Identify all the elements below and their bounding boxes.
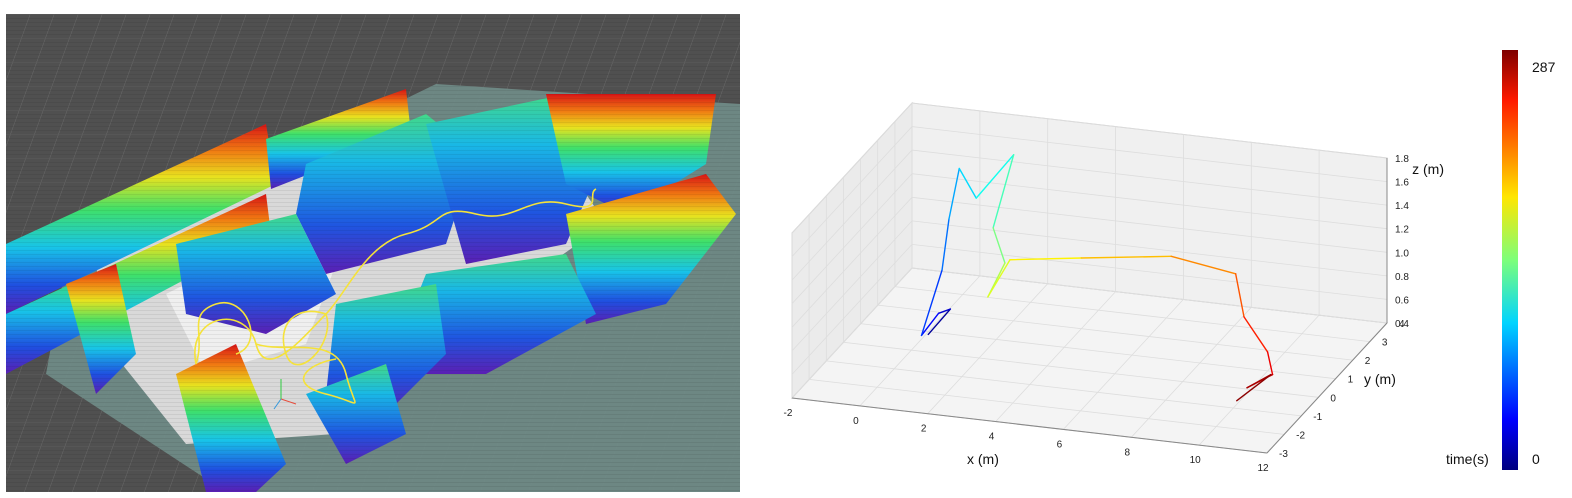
voxel-map-drawing [6,14,740,492]
z-gridline [791,126,1388,257]
y-tick-label: -1 [1313,412,1322,423]
plot-panes [790,101,1389,454]
trajectory-segment [920,269,943,337]
trajectory-series [920,154,1274,402]
z-gridline [791,149,1388,281]
trajectory-segment [927,308,952,336]
y-tick-label: 3 [1382,338,1388,349]
x-tick-label: 2 [921,424,927,435]
z-gridline [791,220,1388,352]
colorbar-title: time(s) [1446,451,1489,467]
colorbar: 287 0 time(s) [1440,40,1570,480]
trajectory-segment [958,167,977,199]
z-tick-label: 1.6 [1395,178,1409,189]
colorbar-min-label: 0 [1532,451,1540,467]
trajectory-segment [948,167,960,220]
y-axis-line [1266,322,1388,454]
z-gridline [791,173,1388,304]
z-tick-labels: 0.4 0.6 0.8 1.0 1.2 1.4 1.6 1.8 [1395,154,1409,330]
trajectory-segment [975,154,1015,199]
z-tick-label: 1.2 [1395,225,1409,236]
y-tick-label: 2 [1365,356,1371,367]
trajectory-segment [1080,255,1172,259]
z-tick-label: 0.4 [1395,319,1409,330]
x-tick-label: 6 [1057,439,1063,450]
trajectory-segment [1236,373,1272,402]
trajectory-segment [992,154,1015,229]
x-axis-label: x (m) [967,451,999,467]
x-tick-labels: -2 0 2 4 6 8 10 12 [784,408,1269,474]
z-tick-label: 1.0 [1395,248,1409,259]
trajectory-segment [1170,255,1237,275]
trajectory-path [194,188,597,404]
z-gridline [791,196,1388,328]
voxel-map-image [6,14,740,492]
y-axis-label: y (m) [1364,371,1396,387]
trajectory-segment [1009,257,1082,261]
trajectory-segment [987,259,1011,298]
x-tick-label: -2 [784,408,793,419]
colorbar-max-label: 287 [1532,59,1556,75]
y-tick-label: -3 [1279,449,1288,460]
y-tick-label: 0 [1330,393,1336,404]
trajectory-segment [1266,351,1274,376]
colorbar-svg: 287 0 time(s) [1446,50,1556,470]
y-tick-label: 1 [1348,375,1354,386]
z-tick-label: 0.8 [1395,272,1409,283]
z-gridline [791,243,1388,375]
x-tick-label: 0 [853,416,859,427]
z-gridline [791,267,1388,399]
origin-axis-x [280,398,297,405]
trajectory-3d-plot: -2 0 2 4 6 8 10 12 -3 -2 -1 0 1 2 3 4 0.4 0.6 0.8 1.0 1.2 1… [752,20,1452,492]
colorbar-gradient [1502,50,1518,470]
trajectory-segment [1243,316,1269,353]
x-tick-label: 12 [1257,463,1269,474]
z-tick-label: 0.6 [1395,295,1409,306]
x-tick-label: 4 [989,432,995,443]
origin-axis-z [273,398,282,410]
z-tick-label: 1.4 [1395,201,1409,212]
trajectory-segment [992,227,1006,264]
trajectory-segment [937,308,952,314]
z-axis-label: z (m) [1412,161,1444,177]
z-gridline [791,102,1388,234]
x-axis-line [791,397,1268,454]
z-tick-label: 1.8 [1395,154,1409,165]
x-tick-label: 10 [1190,455,1202,466]
plot-gridlines [791,102,1388,454]
trajectory-segment [1234,273,1245,318]
y-tick-label: 4 [1399,319,1405,330]
y-tick-label: -2 [1296,430,1305,441]
x-tick-label: 8 [1125,447,1131,458]
trajectory-segment [920,312,940,337]
trajectory-segment [941,218,950,271]
